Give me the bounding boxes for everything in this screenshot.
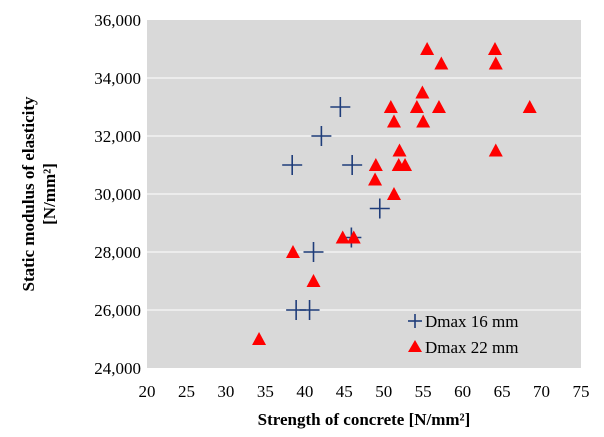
y-axis-title: Static modulus of elasticity [N/mm²] xyxy=(19,96,59,292)
series-dmax-22-points xyxy=(252,42,537,345)
data-point-dmax-22 xyxy=(346,230,361,244)
data-point-dmax-16 xyxy=(299,300,320,320)
y-tick-label: 26,000 xyxy=(94,301,141,320)
legend: Dmax 16 mm Dmax 22 mm xyxy=(408,312,519,357)
x-tick-label: 45 xyxy=(336,382,353,401)
y-tick-label: 24,000 xyxy=(94,359,141,378)
data-point-dmax-22 xyxy=(392,143,407,157)
data-point-dmax-16 xyxy=(330,97,351,117)
data-point-dmax-22 xyxy=(409,100,424,113)
data-point-dmax-16 xyxy=(311,126,332,146)
data-point-dmax-16 xyxy=(369,198,390,219)
y-axis-title-line1: Static modulus of elasticity xyxy=(19,96,38,292)
data-point-dmax-22 xyxy=(431,100,446,113)
x-tick-label: 35 xyxy=(257,382,274,401)
x-tick-label: 25 xyxy=(178,382,195,401)
data-point-dmax-22 xyxy=(252,332,267,345)
legend-label-dmax-16: Dmax 16 mm xyxy=(425,312,519,331)
data-point-dmax-22 xyxy=(368,158,383,171)
data-point-dmax-16 xyxy=(342,155,363,175)
data-point-dmax-22 xyxy=(434,56,449,70)
x-tick-label: 65 xyxy=(494,382,511,401)
data-point-dmax-22 xyxy=(285,245,300,258)
data-point-dmax-16 xyxy=(303,242,324,262)
data-point-dmax-22 xyxy=(420,42,435,55)
legend-marker-dmax-16 xyxy=(408,314,422,328)
y-axis-title-line2: [N/mm²] xyxy=(40,163,59,225)
data-point-dmax-22 xyxy=(416,114,431,128)
gridlines xyxy=(147,77,581,311)
y-tick-label: 36,000 xyxy=(94,11,141,30)
data-point-dmax-22 xyxy=(398,158,413,171)
y-tick-label: 34,000 xyxy=(94,69,141,88)
data-point-dmax-22 xyxy=(488,56,503,70)
x-tick-label: 70 xyxy=(533,382,550,401)
data-point-dmax-22 xyxy=(368,172,383,186)
data-point-dmax-22 xyxy=(386,187,401,200)
x-tick-label: 20 xyxy=(139,382,156,401)
x-tick-label: 55 xyxy=(415,382,432,401)
data-point-dmax-22 xyxy=(306,274,321,287)
data-point-dmax-22 xyxy=(488,143,503,157)
x-tick-label: 30 xyxy=(217,382,234,401)
legend-marker-dmax-22 xyxy=(408,340,422,352)
data-point-dmax-22 xyxy=(386,114,401,128)
x-tick-label: 40 xyxy=(296,382,313,401)
y-tick-label: 28,000 xyxy=(94,243,141,262)
data-point-dmax-22 xyxy=(415,85,430,99)
y-tick-label: 30,000 xyxy=(94,185,141,204)
y-tick-label: 32,000 xyxy=(94,127,141,146)
series-dmax-16-points xyxy=(282,97,390,320)
data-point-dmax-22 xyxy=(487,42,502,55)
x-axis-title: Strength of concrete [N/mm²] xyxy=(258,410,471,429)
x-tick-label: 60 xyxy=(454,382,471,401)
data-point-dmax-22 xyxy=(522,100,537,113)
legend-label-dmax-22: Dmax 22 mm xyxy=(425,338,519,357)
y-axis-tick-labels: 24,000 26,000 28,000 30,000 32,000 34,000 36,0… xyxy=(94,11,141,378)
data-point-dmax-16 xyxy=(282,155,303,175)
x-axis-tick-labels: 20 25 30 35 40 45 50 55 60 65 70 75 xyxy=(139,382,590,401)
x-tick-label: 50 xyxy=(375,382,392,401)
data-point-dmax-22 xyxy=(383,100,398,113)
x-tick-label: 75 xyxy=(573,382,590,401)
data-point-dmax-22 xyxy=(335,230,350,244)
